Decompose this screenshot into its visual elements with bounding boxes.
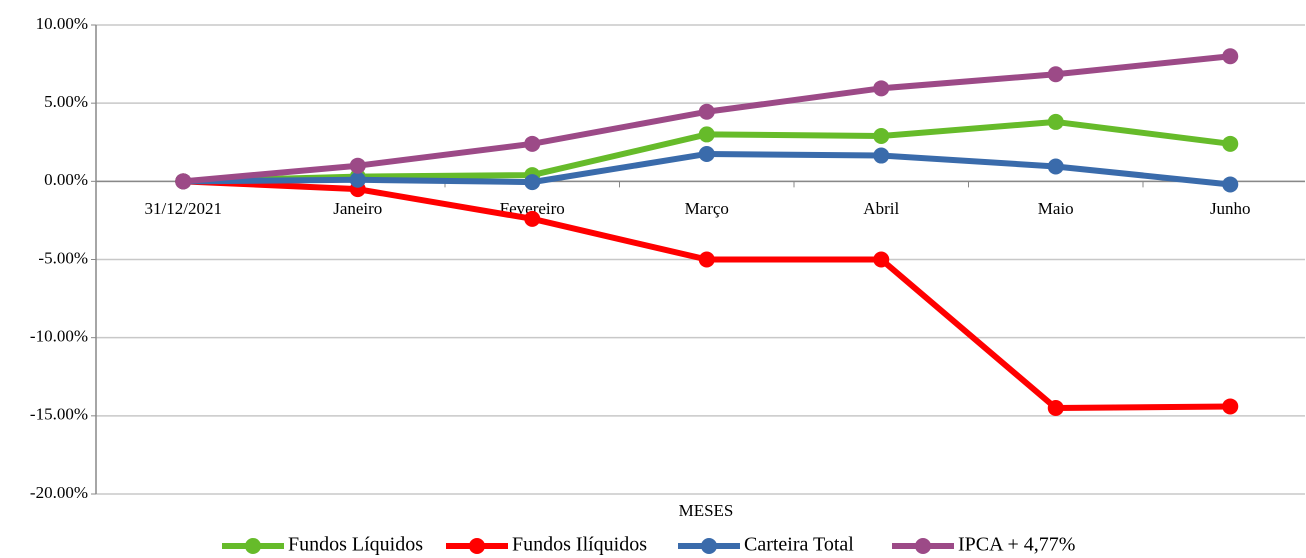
x-axis-label: MESES xyxy=(679,501,734,520)
data-point xyxy=(1047,400,1064,417)
y-tick-label: -10.00% xyxy=(30,327,88,346)
x-tick-label: Abril xyxy=(863,199,899,218)
x-tick-label: Março xyxy=(685,199,729,218)
data-point xyxy=(1222,398,1239,415)
y-tick-label: -15.00% xyxy=(30,405,88,424)
data-point xyxy=(349,157,366,174)
legend-label: Fundos Líquidos xyxy=(288,534,423,556)
y-tick-label: 0.00% xyxy=(44,170,88,189)
legend-marker xyxy=(701,538,717,554)
data-point xyxy=(873,127,890,144)
legend-label: Fundos Ilíquidos xyxy=(512,534,647,556)
legend-marker xyxy=(469,538,485,554)
x-tick-label: Junho xyxy=(1210,199,1251,218)
data-point xyxy=(698,251,715,268)
legend-marker xyxy=(245,538,261,554)
data-point xyxy=(873,251,890,268)
x-tick-label: Maio xyxy=(1038,199,1074,218)
data-point xyxy=(349,171,366,188)
y-tick-label: -20.00% xyxy=(30,483,88,502)
data-point xyxy=(873,147,890,164)
data-point xyxy=(524,210,541,227)
data-point xyxy=(698,103,715,120)
data-point xyxy=(873,80,890,97)
data-point xyxy=(1222,176,1239,193)
y-tick-label: 10.00% xyxy=(36,14,88,33)
data-point xyxy=(698,126,715,143)
y-tick-label: -5.00% xyxy=(38,248,88,267)
data-point xyxy=(524,174,541,191)
data-point xyxy=(524,135,541,152)
x-tick-label: 31/12/2021 xyxy=(145,199,222,218)
data-point xyxy=(175,173,192,190)
data-point xyxy=(1047,66,1064,83)
data-point xyxy=(1222,135,1239,152)
data-point xyxy=(698,145,715,162)
data-point xyxy=(1222,48,1239,65)
y-tick-label: 5.00% xyxy=(44,92,88,111)
legend-marker xyxy=(915,538,931,554)
x-tick-label: Janeiro xyxy=(333,199,382,218)
data-point xyxy=(1047,113,1064,130)
data-point xyxy=(1047,158,1064,175)
legend-label: IPCA + 4,77% xyxy=(958,534,1075,556)
legend-label: Carteira Total xyxy=(744,534,854,556)
